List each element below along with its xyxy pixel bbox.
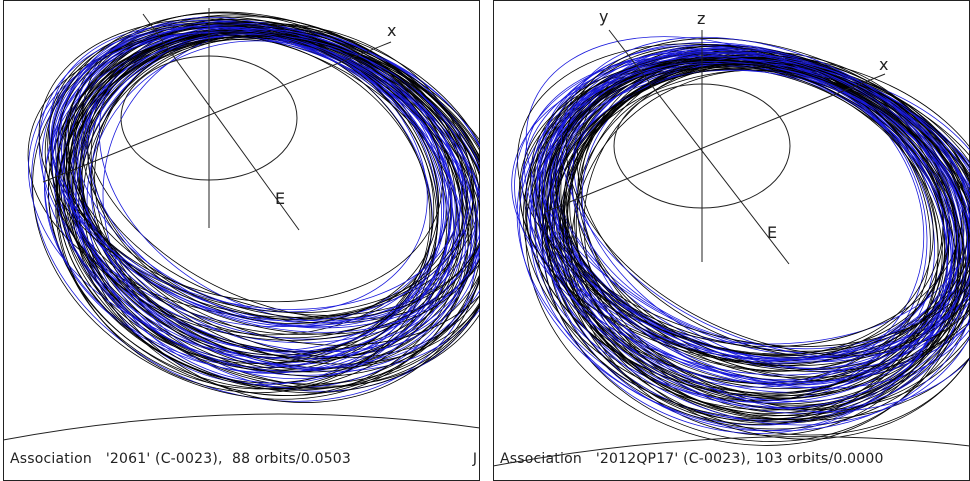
orbit-ellipse <box>65 25 480 320</box>
orbit-ellipse <box>555 56 961 386</box>
orbit-ellipse <box>77 26 480 340</box>
orbit-ellipse <box>79 33 477 373</box>
e-axis-label: E <box>767 223 777 242</box>
orbit-lines-right <box>511 36 970 446</box>
outer-arc <box>3 413 480 441</box>
z-axis-label: z <box>697 9 705 28</box>
orbit-ellipse <box>541 63 943 394</box>
orbit-plot-left: x E <box>3 0 480 481</box>
orbit-ellipse <box>68 25 480 346</box>
orbit-ellipse <box>541 60 970 436</box>
outer-arc <box>493 436 970 467</box>
association-caption: Association '2012QP17' (C-0023), 103 orb… <box>500 451 884 467</box>
orbit-ellipse <box>559 61 970 421</box>
orbit-ellipse <box>72 33 471 322</box>
e-axis-line <box>608 29 790 265</box>
orbit-ellipse <box>566 56 960 423</box>
orbit-ellipse <box>550 56 963 348</box>
orbit-ellipse <box>562 58 970 440</box>
orbit-ellipse <box>51 21 479 326</box>
corner-label: J <box>472 451 477 467</box>
y-axis-label: y <box>599 7 608 26</box>
e-axis-label: E <box>275 189 285 208</box>
x-axis-label: x <box>387 21 396 40</box>
orbit-ellipse <box>534 56 970 347</box>
x-axis-line <box>42 41 392 183</box>
orbit-ellipse <box>541 69 948 434</box>
orbit-ellipse <box>514 49 970 376</box>
x-axis-label: x <box>879 55 888 74</box>
orbit-plot-panel-left: x E Association '2061' (C-0023), 88 orbi… <box>3 0 480 481</box>
reference-frame-right: y z x E <box>493 7 970 467</box>
orbit-plot-panel-right: y z x E Association '2012QP17' (C-0023),… <box>493 0 970 481</box>
orbit-ellipse <box>50 12 480 377</box>
orbit-ellipse <box>518 61 970 432</box>
orbit-lines-left <box>27 11 480 403</box>
orbit-ellipse <box>82 11 480 320</box>
orbit-ellipse <box>539 52 955 360</box>
e-axis-line <box>142 13 300 231</box>
orbit-ellipse <box>540 55 953 409</box>
orbit-ellipse <box>554 59 934 356</box>
orbit-ellipse <box>518 62 968 365</box>
orbit-ellipse <box>75 28 453 374</box>
orbit-ellipse <box>80 26 480 353</box>
orbit-ellipse <box>44 32 461 352</box>
orbit-ellipse <box>55 25 466 369</box>
x-axis-line <box>544 73 886 213</box>
orbit-ellipse <box>28 31 480 360</box>
orbit-ellipse <box>567 63 964 411</box>
orbit-ellipse <box>539 52 960 369</box>
orbit-ellipse <box>563 56 969 417</box>
orbit-ellipse <box>57 23 443 303</box>
association-caption: Association '2061' (C-0023), 88 orbits/0… <box>10 451 352 467</box>
orbit-ellipse <box>86 40 450 384</box>
orbit-ellipse <box>56 31 438 394</box>
orbit-plot-right: y z x E <box>493 0 970 481</box>
reference-frame-left: x E <box>3 8 480 441</box>
